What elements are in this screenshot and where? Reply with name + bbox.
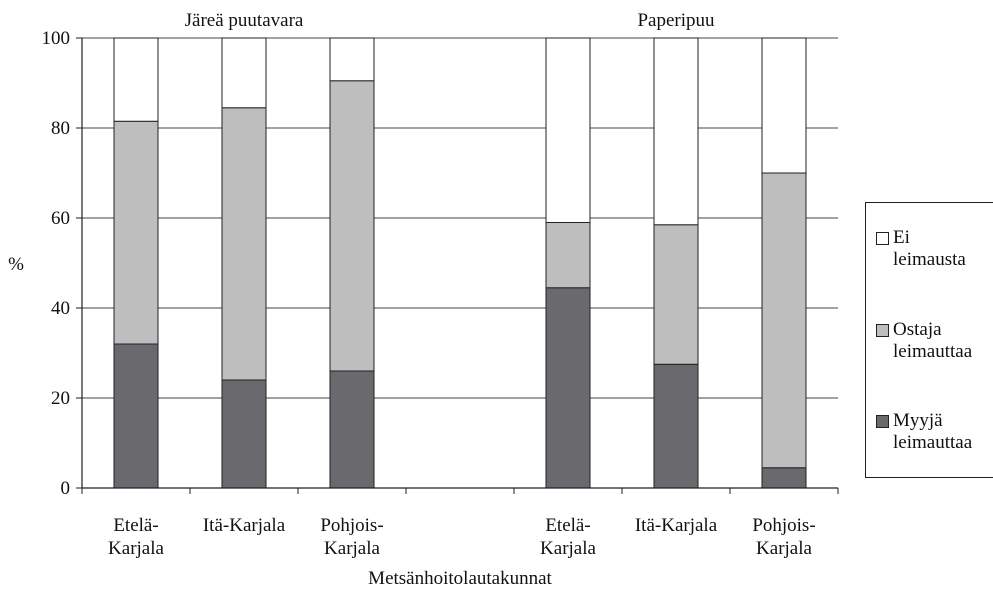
legend-label: leimauttaa — [893, 341, 973, 362]
legend: Ei leimausta Ostaja leimauttaa Myyjä lei… — [865, 202, 993, 478]
bar-myyja-leimauttaa — [545, 287, 591, 489]
bar-ei-leimausta — [545, 37, 591, 223]
x-category-label-line: Etelä- — [113, 515, 158, 536]
legend-label: Myyjä — [893, 410, 943, 431]
x-category-label: Pohjois-Karjala — [752, 515, 815, 559]
bar-ostaja-leimauttaa — [329, 80, 375, 372]
x-axis-title: Metsänhoitolautakunnat — [368, 568, 552, 589]
axes — [76, 37, 839, 494]
x-category-label-line: Itä-Karjala — [203, 515, 286, 536]
bar-ostaja-leimauttaa — [761, 172, 807, 469]
x-category-label: Itä-Karjala — [203, 515, 286, 536]
bar-ei-leimausta — [653, 37, 699, 226]
bar-myyja-leimauttaa — [653, 363, 699, 489]
bar-ei-leimausta — [221, 37, 267, 109]
x-category-label-line: Pohjois- — [752, 515, 815, 536]
x-category-label-line: Itä-Karjala — [635, 515, 718, 536]
y-tick-label: 40 — [51, 298, 70, 319]
x-category-label-line: Karjala — [756, 538, 812, 559]
legend-label: leimausta — [893, 249, 966, 270]
x-category-label-line: Etelä- — [545, 515, 590, 536]
bar-ei-leimausta — [329, 37, 375, 82]
legend-swatch-ei-leimausta — [876, 232, 889, 245]
bars — [113, 37, 807, 489]
bar-myyja-leimauttaa — [221, 379, 267, 489]
legend-swatch-ostaja-leimauttaa — [876, 324, 889, 337]
bar-ei-leimausta — [113, 37, 159, 122]
y-tick-label: 20 — [51, 388, 70, 409]
y-axis-title: % — [8, 254, 24, 275]
legend-label: Ei — [893, 227, 910, 248]
y-tick-label: 0 — [61, 478, 71, 499]
bar-ostaja-leimauttaa — [113, 120, 159, 345]
x-category-label-line: Karjala — [108, 538, 164, 559]
x-category-label: Itä-Karjala — [635, 515, 718, 536]
gridlines — [82, 37, 838, 399]
y-tick-label: 80 — [51, 118, 70, 139]
x-category-label: Pohjois-Karjala — [320, 515, 383, 559]
bar-ostaja-leimauttaa — [221, 107, 267, 381]
x-category-label: Etelä-Karjala — [108, 515, 164, 559]
legend-label: Ostaja — [893, 319, 942, 340]
bar-ostaja-leimauttaa — [545, 222, 591, 289]
y-tick-label: 100 — [42, 28, 71, 49]
legend-swatch-myyja-leimauttaa — [876, 415, 889, 428]
bar-ei-leimausta — [761, 37, 807, 174]
legend-label: leimauttaa — [893, 432, 973, 453]
x-category-label-line: Karjala — [324, 538, 380, 559]
x-category-label-line: Pohjois- — [320, 515, 383, 536]
bar-myyja-leimauttaa — [761, 467, 807, 489]
group-title: Järeä puutavara — [185, 10, 304, 31]
bar-ostaja-leimauttaa — [653, 224, 699, 365]
x-category-label: Etelä-Karjala — [540, 515, 596, 559]
x-category-label-line: Karjala — [540, 538, 596, 559]
group-title: Paperipuu — [637, 10, 715, 31]
bar-myyja-leimauttaa — [329, 370, 375, 489]
y-tick-label: 60 — [51, 208, 70, 229]
bar-myyja-leimauttaa — [113, 343, 159, 489]
